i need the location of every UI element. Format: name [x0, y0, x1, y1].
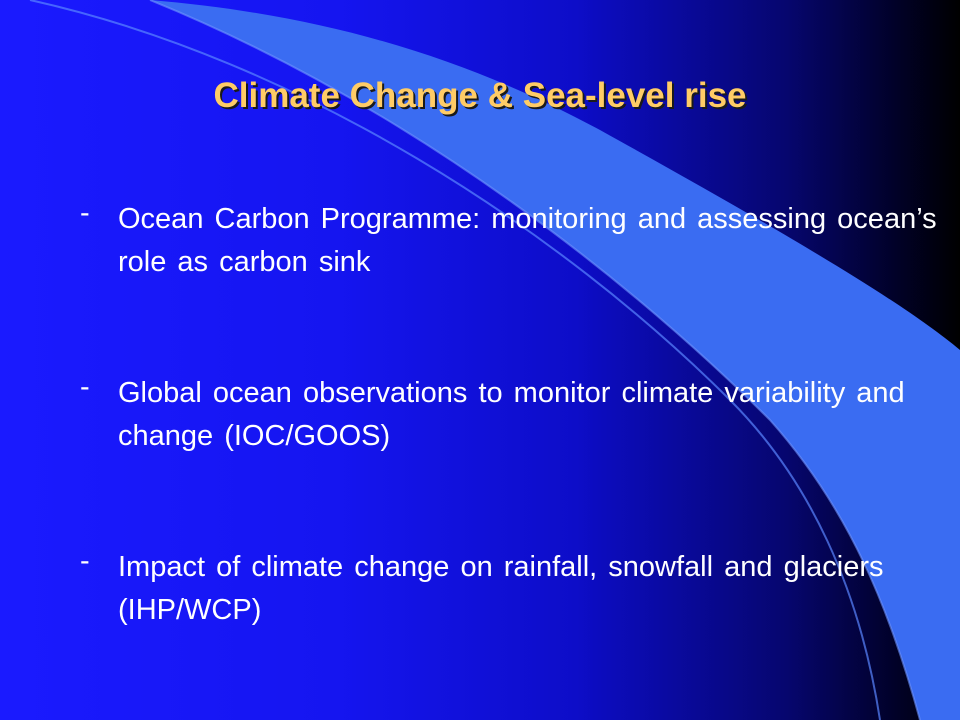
bullet-text: Impact of climate change on rainfall, sn… — [118, 551, 884, 626]
swoosh-band — [150, 0, 960, 720]
bullet-dash: - — [80, 371, 90, 403]
swoosh-edge-line — [149, 0, 921, 720]
bullet-item-global-observations: - Global ocean observations to monitor c… — [80, 371, 940, 458]
swoosh-highlight-line — [29, 0, 881, 720]
bullet-text: Global ocean observations to monitor cli… — [118, 377, 905, 452]
bullet-text: Ocean Carbon Programme: monitoring and a… — [118, 203, 937, 278]
slide-title: Climate Change & Sea-level rise — [213, 76, 747, 115]
bullet-dash: - — [80, 197, 90, 229]
bullet-dash: - — [80, 545, 90, 577]
bullet-item-ocean-carbon: - Ocean Carbon Programme: monitoring and… — [80, 197, 940, 284]
bullet-list: - Ocean Carbon Programme: monitoring and… — [80, 197, 940, 632]
bullet-item-climate-impact: - Impact of climate change on rainfall, … — [80, 545, 940, 632]
